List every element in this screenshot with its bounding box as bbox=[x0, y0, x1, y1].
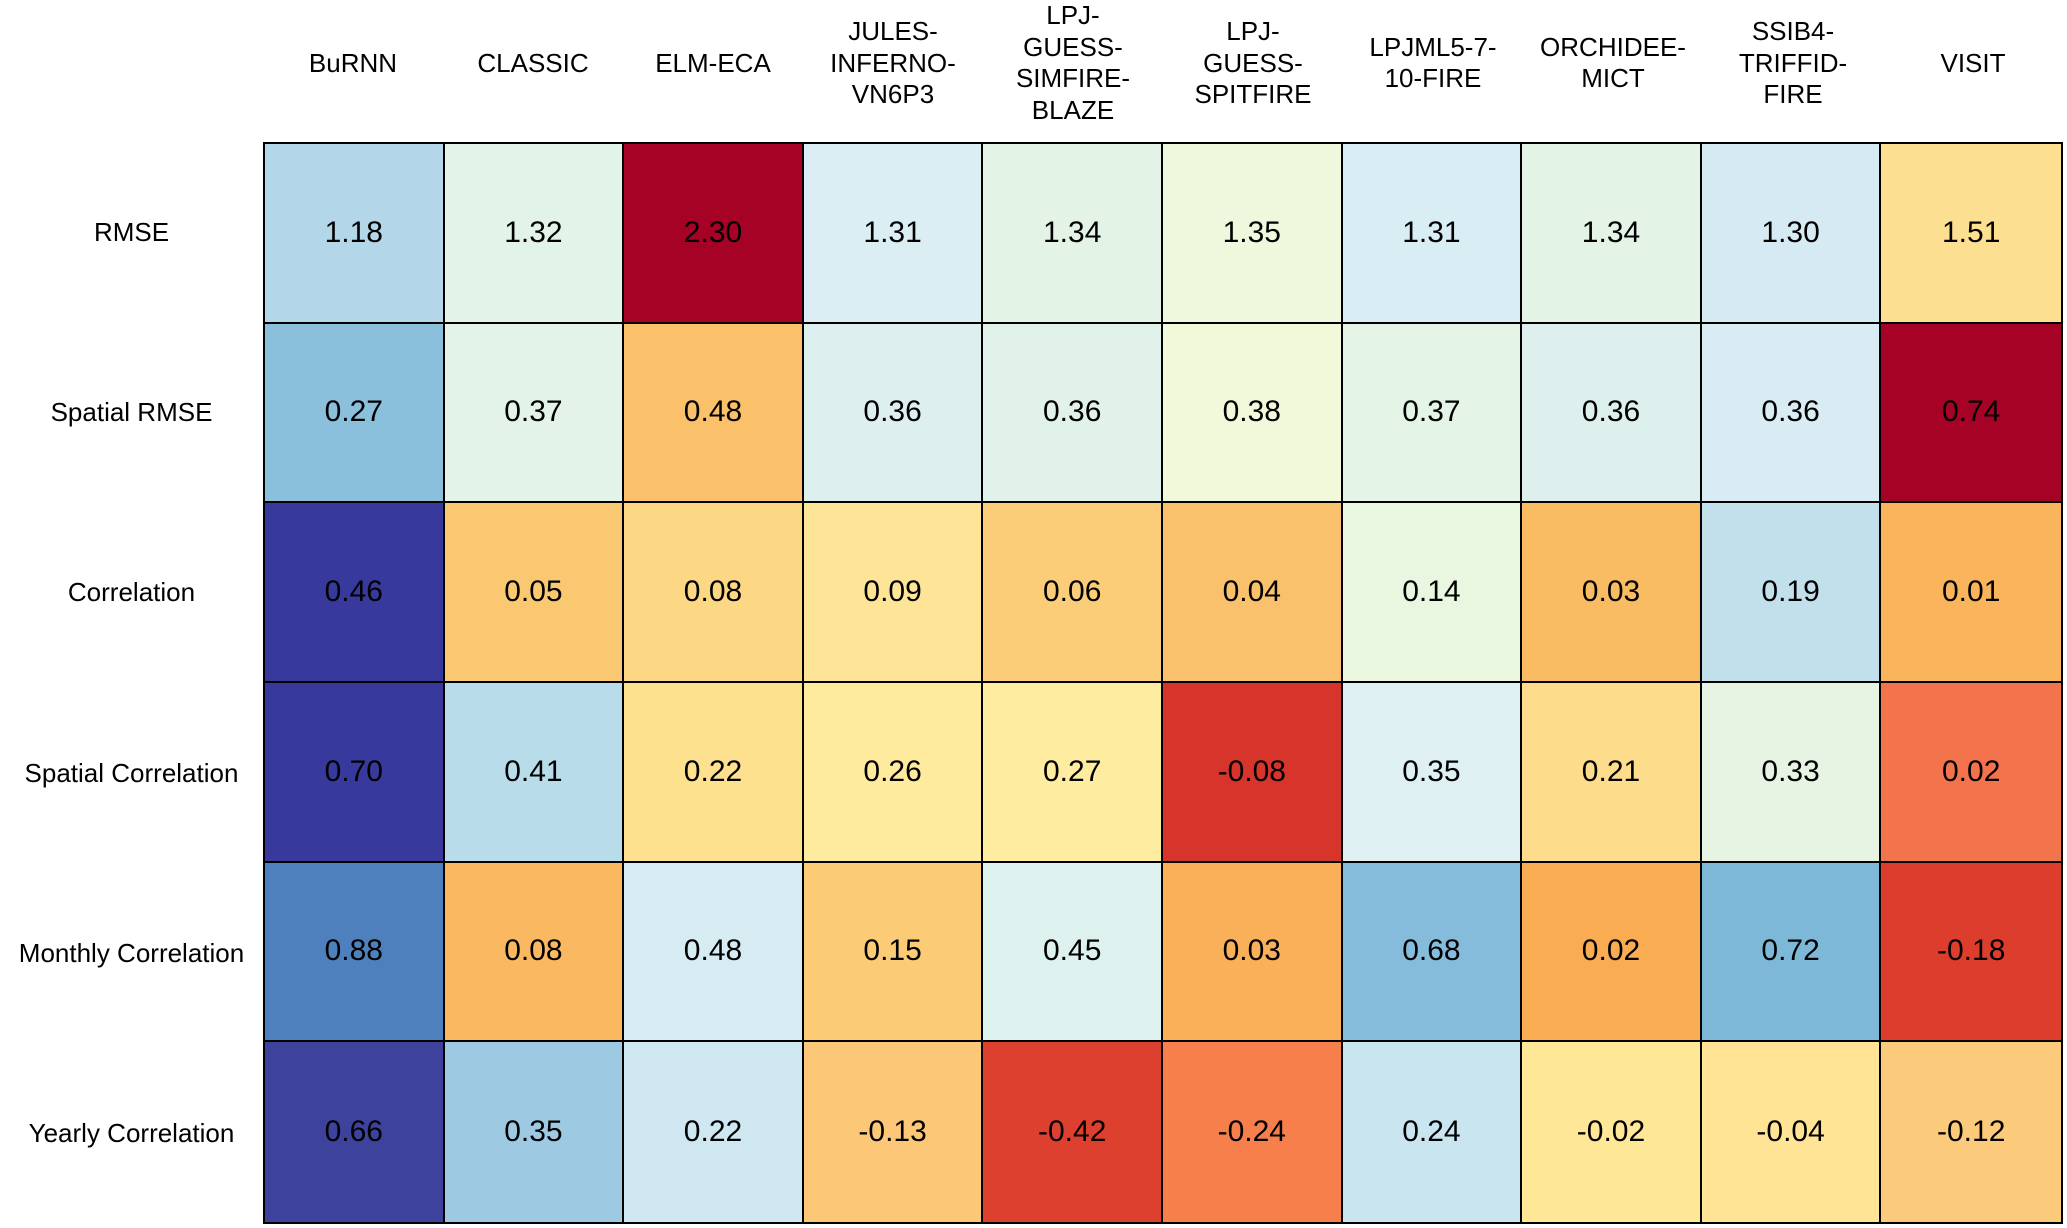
heatmap-cell: 1.31 bbox=[1342, 144, 1523, 324]
heatmap-cell: -0.18 bbox=[1881, 862, 2061, 1043]
column-header: ELM-ECA bbox=[655, 47, 771, 78]
heatmap-cell: 1.30 bbox=[1701, 144, 1882, 324]
column-header: LPJ- GUESS- SPITFIRE bbox=[1194, 15, 1312, 110]
heatmap-cell: 0.88 bbox=[265, 862, 445, 1043]
heatmap-cell: 0.72 bbox=[1701, 862, 1882, 1043]
heatmap-cell: 0.27 bbox=[265, 323, 445, 504]
heatmap-cell: 0.14 bbox=[1342, 503, 1523, 683]
heatmap-cell: 0.06 bbox=[983, 503, 1163, 683]
heatmap-cell: 0.02 bbox=[1522, 862, 1702, 1043]
heatmap-cell: 0.35 bbox=[444, 1042, 625, 1222]
heatmap-cell: 0.45 bbox=[983, 862, 1163, 1043]
row-label: Spatial Correlation bbox=[24, 757, 239, 788]
heatmap-cell: -0.12 bbox=[1881, 1042, 2061, 1222]
heatmap-cell: 1.35 bbox=[1163, 144, 1343, 324]
heatmap-cell: 1.51 bbox=[1881, 144, 2061, 324]
row-label: Correlation bbox=[67, 577, 196, 608]
column-header: SSIB4- TRIFFID- FIRE bbox=[1738, 15, 1848, 110]
column-header: ORCHIDEE- MICT bbox=[1540, 31, 1686, 94]
heatmap-cell: 0.09 bbox=[803, 503, 984, 683]
heatmap-cell: 0.38 bbox=[1163, 323, 1343, 504]
heatmap-cell: 1.34 bbox=[983, 144, 1163, 324]
heatmap-cell: 0.36 bbox=[803, 323, 984, 504]
heatmap-cell: 0.26 bbox=[803, 683, 984, 863]
heatmap-cell: 0.27 bbox=[983, 683, 1163, 863]
heatmap-cell: 0.48 bbox=[624, 323, 804, 504]
heatmap-cell: 0.74 bbox=[1881, 323, 2061, 504]
heatmap-cell: 0.08 bbox=[444, 862, 625, 1043]
heatmap-cell: -0.04 bbox=[1701, 1042, 1882, 1222]
column-header: CLASSIC bbox=[477, 47, 589, 78]
heatmap-cell: 0.35 bbox=[1342, 683, 1523, 863]
heatmap-cell: 0.46 bbox=[265, 503, 445, 683]
heatmap-cell: 1.34 bbox=[1522, 144, 1702, 324]
heatmap-cell: 0.03 bbox=[1522, 503, 1702, 683]
row-label: Monthly Correlation bbox=[18, 937, 245, 968]
heatmap-cell: 0.05 bbox=[444, 503, 625, 683]
heatmap-cell: -0.42 bbox=[983, 1042, 1163, 1222]
heatmap-cell: 2.30 bbox=[624, 144, 804, 324]
heatmap-cell: 0.37 bbox=[444, 323, 625, 504]
heatmap-cell: 0.24 bbox=[1342, 1042, 1523, 1222]
column-header: VISIT bbox=[1940, 47, 2006, 78]
heatmap-cell: 0.33 bbox=[1701, 683, 1882, 863]
row-label: Yearly Correlation bbox=[28, 1118, 235, 1149]
heatmap-cell: 0.41 bbox=[444, 683, 625, 863]
column-headers: BuRNN CLASSIC ELM-ECA JULES- INFERNO- VN6P3… bbox=[263, 0, 2063, 140]
heatmap-cell: -0.13 bbox=[803, 1042, 984, 1222]
column-header: BuRNN bbox=[308, 47, 398, 78]
row-labels: RMSE Spatial RMSE Correlation Spatial Corre… bbox=[0, 142, 263, 1224]
row-label: Spatial RMSE bbox=[50, 396, 213, 427]
heatmap-cell: 0.37 bbox=[1342, 323, 1523, 504]
heatmap-cell: 0.36 bbox=[1701, 323, 1882, 504]
heatmap-grid: 1.18 1.32 2.30 1.31 1.34 1.35 1.31 1.34 1.30 1.51… bbox=[263, 142, 2063, 1224]
heatmap-cell: 0.15 bbox=[803, 862, 984, 1043]
row-label: RMSE bbox=[93, 216, 170, 247]
heatmap-cell: 0.08 bbox=[624, 503, 804, 683]
heatmap-cell: 1.32 bbox=[444, 144, 625, 324]
heatmap-cell: 0.01 bbox=[1881, 503, 2061, 683]
heatmap-cell: 0.21 bbox=[1522, 683, 1702, 863]
heatmap-cell: 0.02 bbox=[1881, 683, 2061, 863]
heatmap-cell: -0.08 bbox=[1163, 683, 1343, 863]
column-header: LPJML5-7- 10-FIRE bbox=[1369, 31, 1497, 94]
heatmap-cell: 1.18 bbox=[265, 144, 445, 324]
heatmap-cell: 0.04 bbox=[1163, 503, 1343, 683]
heatmap-cell: 0.19 bbox=[1701, 503, 1882, 683]
heatmap-cell: 0.22 bbox=[624, 1042, 804, 1222]
column-header: LPJ- GUESS- SIMFIRE- BLAZE bbox=[1015, 0, 1131, 126]
column-header: JULES- INFERNO- VN6P3 bbox=[830, 15, 956, 110]
heatmap-cell: 0.68 bbox=[1342, 862, 1523, 1043]
heatmap-cell: 0.36 bbox=[1522, 323, 1702, 504]
heatmap-cell: -0.24 bbox=[1163, 1042, 1343, 1222]
heatmap-cell: 0.03 bbox=[1163, 862, 1343, 1043]
heatmap-cell: -0.02 bbox=[1522, 1042, 1702, 1222]
heatmap-cell: 0.36 bbox=[983, 323, 1163, 504]
heatmap-cell: 0.70 bbox=[265, 683, 445, 863]
heatmap-cell: 0.48 bbox=[624, 862, 804, 1043]
heatmap-cell: 1.31 bbox=[803, 144, 984, 324]
heatmap-cell: 0.22 bbox=[624, 683, 804, 863]
heatmap-cell: 0.66 bbox=[265, 1042, 445, 1222]
